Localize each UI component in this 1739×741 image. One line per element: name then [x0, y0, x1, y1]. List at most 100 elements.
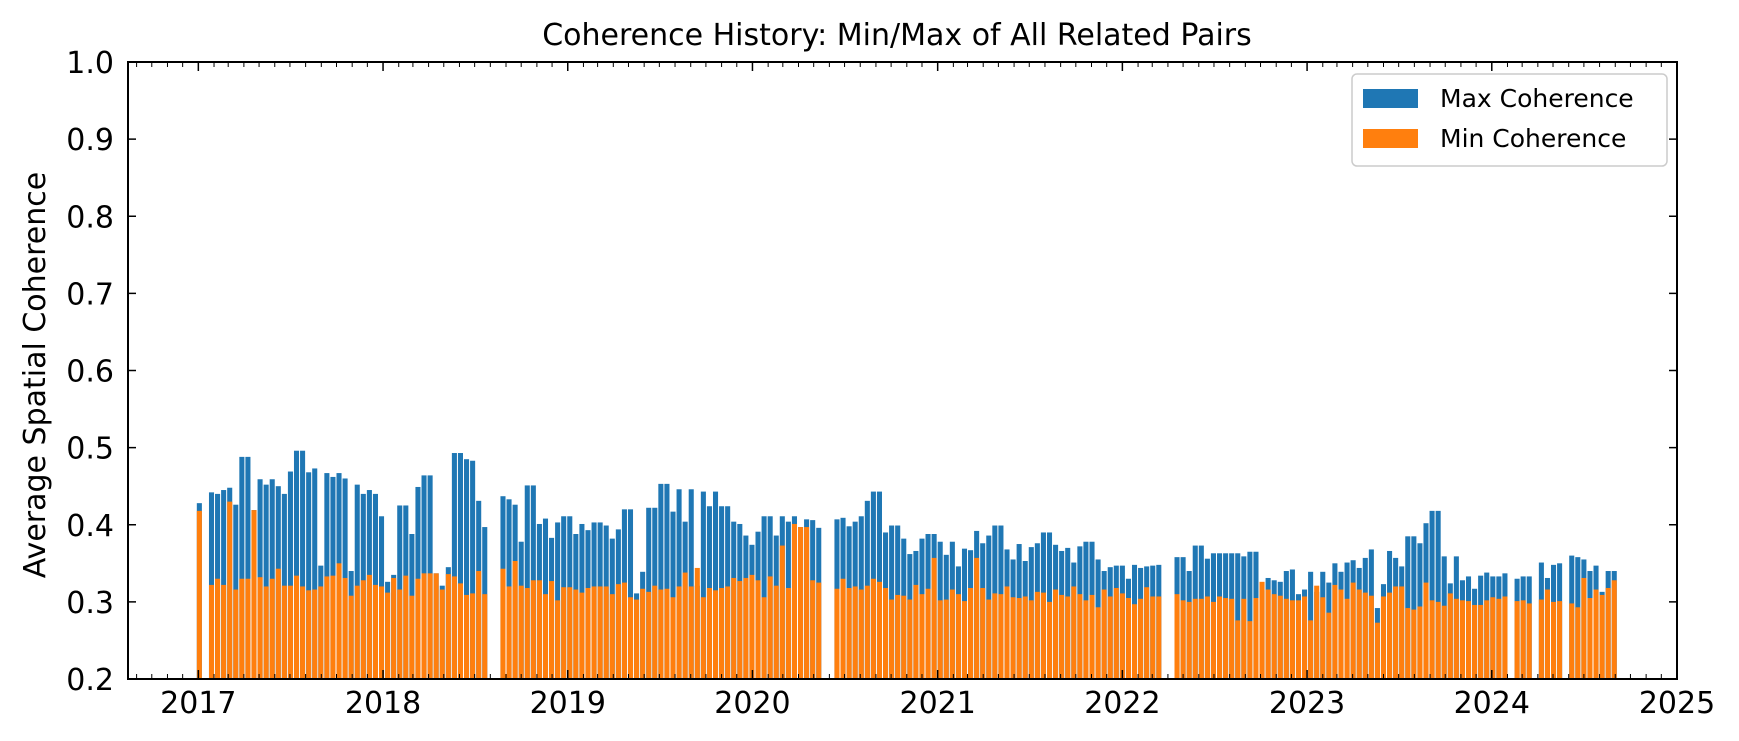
- legend-box: [1351, 73, 1668, 167]
- min-coherence-bar: [1283, 598, 1289, 679]
- y-tick-label: 0.5: [66, 432, 114, 467]
- min-coherence-bar: [451, 576, 457, 679]
- min-coherence-bar: [257, 577, 263, 679]
- min-coherence-bar: [245, 578, 251, 679]
- min-coherence-bar: [385, 592, 391, 679]
- min-coherence-bar: [1040, 592, 1046, 679]
- y-axis: 0.2 0.3 0.4 0.5 0.6 0.7 0.8 0.9 1.0: [66, 46, 1677, 698]
- min-coherence-bar: [1344, 598, 1350, 679]
- min-coherence-bar: [937, 600, 943, 679]
- y-tick-label: 0.4: [66, 509, 114, 544]
- min-coherence-bar: [1010, 597, 1016, 679]
- min-coherence-bar: [1223, 598, 1229, 679]
- min-coherence-bar: [1368, 595, 1374, 679]
- max-coherence-bar: [658, 483, 664, 679]
- y-tick-label: 0.6: [66, 355, 114, 390]
- min-coherence-bar: [791, 523, 797, 679]
- min-coherence-bar: [354, 585, 360, 679]
- x-tick-label: 2020: [714, 686, 790, 721]
- min-coherence-bar: [992, 593, 998, 679]
- min-coherence-bar: [1198, 598, 1204, 679]
- min-coherence-bar: [634, 599, 640, 679]
- min-coherence-bar: [743, 577, 749, 679]
- min-coherence-bar: [1326, 612, 1332, 679]
- min-coherence-bar: [1429, 600, 1435, 679]
- min-coherence-bar: [251, 510, 257, 679]
- min-coherence-bar: [1174, 594, 1180, 679]
- min-coherence-bar: [1101, 589, 1107, 679]
- min-coherence-bar: [1089, 594, 1095, 679]
- min-coherence-bar: [1605, 587, 1611, 679]
- min-coherence-bar: [640, 588, 646, 679]
- min-coherence-bar: [670, 597, 676, 679]
- max-coherence-bar: [300, 450, 306, 679]
- min-coherence-bar: [567, 587, 573, 679]
- min-coherence-bar: [342, 577, 348, 679]
- min-coherence-bar: [864, 585, 870, 679]
- max-coherence-bar: [524, 485, 530, 679]
- min-coherence-bar: [1077, 594, 1083, 679]
- min-coherence-bar: [1478, 604, 1484, 679]
- min-coherence-bar: [968, 587, 974, 679]
- min-coherence-bar: [1107, 596, 1113, 679]
- max-coherence-bar: [464, 459, 470, 679]
- x-tick-label: 2022: [1084, 686, 1160, 721]
- max-coherence-bar: [293, 450, 300, 679]
- max-coherence-bar: [451, 453, 457, 679]
- min-coherence-bar: [779, 545, 785, 679]
- min-coherence-bar: [1435, 601, 1441, 680]
- min-coherence-bar: [281, 585, 287, 679]
- min-coherence-bar: [1113, 587, 1119, 679]
- min-coherence-bar: [360, 580, 366, 679]
- min-coherence-bar: [816, 582, 822, 679]
- min-coherence-bar: [1046, 601, 1053, 680]
- min-coherence-bar: [275, 568, 281, 679]
- min-coherence-bar: [1022, 596, 1028, 679]
- min-coherence-bar: [603, 586, 609, 679]
- min-coherence-bar: [931, 557, 937, 679]
- max-coherence-bar: [312, 468, 318, 679]
- min-coherence-bar: [397, 589, 403, 679]
- min-coherence-bar: [1441, 605, 1447, 679]
- min-coherence-bar: [1496, 598, 1502, 679]
- min-coherence-bar: [846, 587, 852, 679]
- min-coherence-bar: [415, 578, 421, 679]
- y-tick-label: 0.7: [66, 277, 114, 312]
- min-coherence-bar: [1295, 600, 1302, 679]
- x-tick-label: 2023: [1269, 686, 1345, 721]
- min-coherence-bar: [542, 594, 549, 679]
- min-coherence-bar: [1192, 598, 1198, 679]
- min-coherence-bar: [324, 576, 330, 679]
- min-coherence-bar: [676, 586, 682, 679]
- min-coherence-bar: [476, 571, 482, 679]
- min-coherence-bar: [1387, 592, 1393, 679]
- min-coherence-bar: [1332, 584, 1338, 679]
- min-coherence-bar: [1362, 592, 1368, 679]
- min-coherence-bar: [1411, 609, 1417, 679]
- min-coherence-bar: [1551, 601, 1557, 680]
- min-coherence-bar: [1271, 594, 1277, 679]
- min-coherence-bar: [955, 594, 961, 679]
- min-coherence-bar: [1265, 589, 1271, 679]
- min-coherence-bar: [1131, 604, 1138, 679]
- min-coherence-bar: [1302, 596, 1308, 679]
- min-coherence-bar: [1259, 581, 1265, 679]
- min-coherence-bar: [1180, 600, 1186, 679]
- min-coherence-bar: [1453, 598, 1459, 679]
- min-coherence-bar: [1277, 595, 1283, 679]
- min-coherence-bar: [391, 577, 397, 679]
- min-coherence-bar: [688, 586, 694, 679]
- min-coherence-bar: [1071, 586, 1077, 679]
- max-coherence-bar: [354, 484, 360, 679]
- min-coherence-bar: [1465, 601, 1472, 679]
- min-coherence-bar: [1028, 600, 1034, 679]
- min-coherence-bar: [1514, 601, 1520, 679]
- min-coherence-bar: [755, 580, 761, 679]
- min-coherence-bar: [1587, 598, 1593, 679]
- min-coherence-bar: [804, 527, 810, 679]
- min-coherence-bar: [1557, 601, 1563, 679]
- min-coherence-bar: [664, 588, 670, 679]
- min-coherence-bar: [907, 599, 913, 679]
- min-coherence-bar: [609, 594, 615, 679]
- min-coherence-bar: [706, 587, 712, 679]
